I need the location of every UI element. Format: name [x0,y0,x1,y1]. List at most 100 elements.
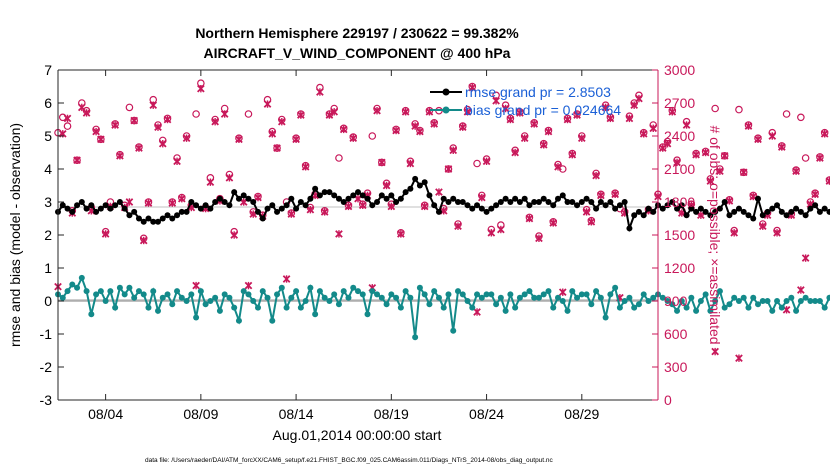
bias-point [688,294,695,301]
bias-point [516,294,523,301]
obs-assimilated-point [197,84,205,93]
bias-point [588,301,595,308]
obs-assimilated-point [558,288,567,297]
bias-point [316,288,323,295]
x-tick-label: 08/24 [469,406,504,422]
bias-point [750,294,757,301]
bias-point [226,294,233,301]
y-right-tick-label: 3000 [664,62,695,78]
rmse-point [469,205,476,212]
obs-assimilated-point [339,125,348,134]
bias-point [397,304,404,311]
bias-point [488,291,495,298]
rmse-point [412,175,419,182]
bias-point [521,291,528,298]
bias-point [621,298,628,304]
obs-assimilated-point [692,150,700,159]
obs-assimilated-point [306,205,315,214]
y-left-tick-label: -1 [40,326,53,342]
rmse-point [183,208,190,215]
bias-point [826,294,830,301]
bias-point [564,307,571,314]
chart-title-line2: AIRCRAFT_V_WIND_COMPONENT @ 400 hPa [204,45,511,61]
rmse-point [321,189,328,196]
rmse-point [521,195,528,202]
bias-point [155,307,161,314]
bias-point [774,298,781,304]
rmse-point [488,205,495,212]
bias-point [278,284,285,291]
rmse-point [431,202,438,209]
obs-possible-point [797,113,805,122]
obs-possible-point [244,110,253,118]
rmse-point [269,202,276,209]
rmse-point [121,205,128,212]
obs-possible-point [192,110,200,118]
bias-point [126,284,133,291]
bias-point [78,274,85,281]
rmse-point [459,199,466,205]
bias-point [797,298,804,304]
rmse-point [264,205,271,212]
rmse-point [574,202,581,209]
obs-assimilated-point [730,228,739,237]
obs-assimilated-point [597,191,605,200]
obs-assimilated-point [820,129,829,138]
bias-point [245,291,252,298]
rmse-point [69,208,76,215]
bias-point [221,291,228,298]
obs-assimilated-point [244,281,253,290]
obs-assimilated-point [373,106,381,115]
bias-point [164,291,171,298]
rmse-point [335,195,342,202]
rmse-point [316,192,323,199]
x-axis-label: Aug.01,2014 00:00:00 start [273,427,442,443]
bias-point [769,307,776,314]
bias-point [402,288,409,295]
obs-assimilated-point [792,167,800,176]
obs-possible-point [735,105,743,114]
obs-assimilated-point [630,101,639,110]
bias-point [412,334,419,341]
obs-assimilated-point [144,199,153,207]
rmse-point [769,205,776,212]
bias-point [274,291,281,298]
rmse-point [445,199,452,205]
rmse-point [88,202,95,209]
bias-point [583,291,590,298]
rmse-point [702,208,709,215]
bias-point [788,294,795,301]
rmse-point [664,202,671,209]
bias-point [445,291,452,298]
obs-assimilated-point [392,126,400,135]
y-left-tick-label: 4 [44,161,52,177]
bias-point [459,291,466,298]
bias-point [197,288,204,295]
plot-area [54,70,830,400]
bias-point [807,298,814,304]
bias-point [150,288,157,295]
rmse-point [421,179,428,186]
rmse-point [150,218,157,225]
bias-point [702,291,709,298]
rmse-point [612,205,619,212]
obs-assimilated-point [420,202,429,211]
y-left-tick-label: 6 [44,95,52,111]
rmse-point [493,202,500,209]
bias-point [393,294,400,301]
rmse-point [155,218,161,225]
rmse-point [602,202,609,209]
obs-assimilated-point [387,202,396,211]
y-left-tick-label: 3 [44,194,52,210]
bias-point [726,301,733,308]
obs-assimilated-point [235,135,243,144]
obs-assimilated-point [516,109,524,117]
bias-point [635,301,642,308]
rmse-point [621,199,628,205]
y-right-tick-label: 2700 [664,95,695,111]
rmse-point [112,202,119,209]
bias-point [731,294,738,301]
rmse-point [712,208,719,215]
bias-point [83,288,90,295]
bias-point [645,298,652,304]
